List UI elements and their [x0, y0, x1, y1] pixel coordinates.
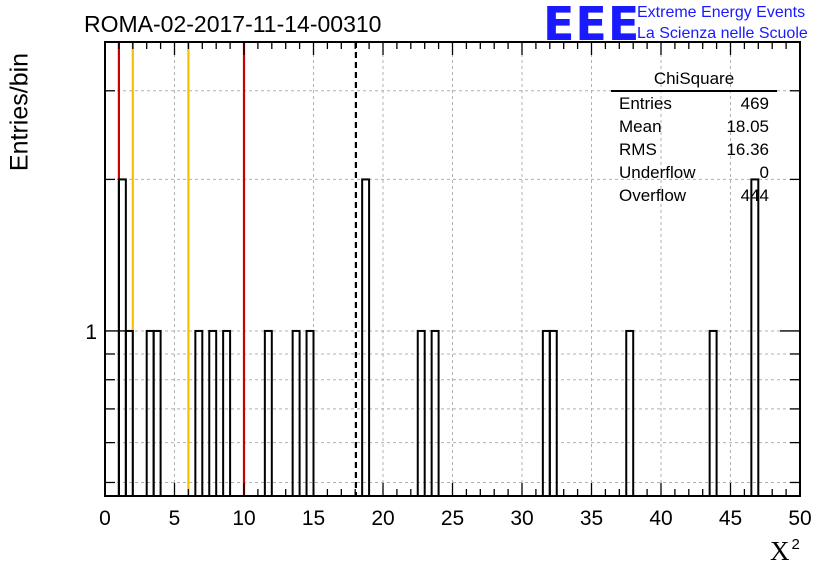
stats-label: Underflow: [619, 163, 696, 182]
histogram-bar: [194, 329, 204, 497]
histogram-bar: [361, 178, 371, 497]
brand-line-1: Extreme Energy Events: [637, 4, 806, 21]
x-tick-label: 10: [232, 507, 255, 530]
x-axis-label-superscript: 2: [791, 536, 800, 553]
x-tick-label: 15: [302, 507, 325, 530]
histogram-bar: [152, 329, 162, 497]
brand-line-2: La Scienza nelle Scuole: [637, 25, 808, 42]
x-tick-label: 50: [788, 507, 811, 530]
x-tick-label: 30: [510, 507, 533, 530]
histogram-bar: [430, 329, 440, 497]
histogram-bar: [625, 329, 635, 497]
x-tick-label: 40: [649, 507, 672, 530]
stats-title: ChiSquare: [611, 68, 777, 92]
x-tick-label: 35: [580, 507, 603, 530]
histogram-bar: [305, 329, 315, 497]
x-tick-label: 0: [99, 507, 111, 530]
histogram-bar: [222, 329, 232, 497]
chart-title: ROMA-02-2017-11-14-00310: [84, 11, 382, 37]
stats-value: 18.05: [726, 117, 769, 136]
histogram-bar: [548, 329, 558, 497]
stats-row: Underflow 0: [611, 161, 777, 184]
eee-logo: EEE: [543, 0, 641, 51]
stats-row: Overflow 444: [611, 184, 777, 207]
stats-value: 16.36: [726, 140, 769, 159]
stats-label: Entries: [619, 94, 672, 113]
stats-label: RMS: [619, 140, 657, 159]
histogram-bar: [750, 178, 760, 497]
x-tick-label: 25: [441, 507, 464, 530]
stats-label: Overflow: [619, 186, 687, 205]
histogram-bar: [291, 329, 301, 497]
x-tick-label: 5: [169, 507, 181, 530]
stats-row: Entries 469: [611, 92, 777, 115]
stats-label: Mean: [619, 117, 662, 136]
stats-rows: Entries 469 Mean 18.05 RMS 16.36 Underflow 0 Ove…: [611, 92, 777, 207]
stats-box: ChiSquare Entries 469 Mean 18.05 RMS 16.36 Und…: [611, 68, 777, 207]
histogram-bar: [416, 329, 426, 497]
histogram-bar: [145, 329, 155, 497]
stats-row: RMS 16.36: [611, 138, 777, 161]
x-tick-label: 20: [371, 507, 394, 530]
histogram-bar: [208, 329, 218, 497]
x-tick-label: 45: [719, 507, 742, 530]
x-axis-label-text: X: [770, 536, 790, 566]
histogram-bar: [708, 329, 718, 497]
histogram-bar: [541, 329, 551, 497]
histogram-bar: [263, 329, 273, 497]
stats-value: 0: [759, 163, 769, 182]
stats-row: Mean 18.05: [611, 115, 777, 138]
histogram-bars: [117, 178, 760, 497]
axis-ticks: [104, 42, 801, 496]
grid: [105, 42, 800, 496]
stats-value: 469: [740, 94, 769, 113]
stats-value: 444: [740, 186, 769, 205]
y-tick-label: 1: [85, 321, 97, 344]
tick-labels: 0 5 10 15 20 25 30 35 40 45 50 1: [85, 321, 811, 530]
